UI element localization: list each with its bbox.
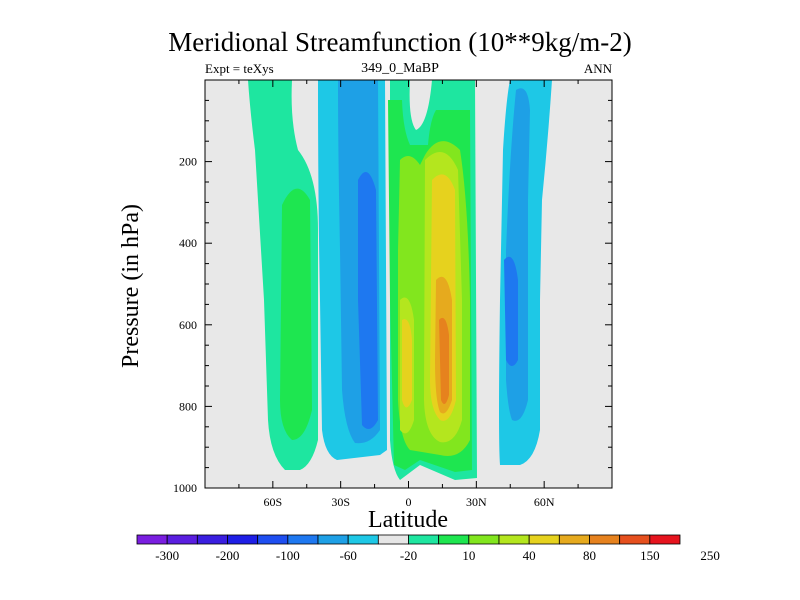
- colorbar-swatch: [468, 534, 500, 545]
- axes-group: 60S 30S 0 30N 60N 200 400 600 800 1000: [173, 79, 613, 509]
- colorbar-swatch: [317, 534, 349, 545]
- contour-shading: [504, 256, 518, 366]
- x-tick-label: 30N: [466, 495, 487, 509]
- y-tick-label: 1000: [173, 481, 197, 495]
- contour-shading: [439, 317, 449, 404]
- colorbar-label: -20: [400, 548, 417, 563]
- colorbar-swatch: [438, 534, 470, 545]
- contour-shading: [358, 172, 378, 429]
- colorbar-swatch: [347, 534, 379, 545]
- y-tick-label: 400: [179, 236, 197, 250]
- colorbar-swatch: [257, 534, 289, 545]
- colorbar-swatch: [196, 534, 228, 545]
- colorbar-label: 250: [700, 548, 720, 563]
- x-tick-label: 60S: [263, 495, 282, 509]
- contour-shading: [280, 188, 312, 440]
- colorbar-label: 10: [462, 548, 475, 563]
- colorbar-swatch: [136, 534, 168, 545]
- colorbar-label: 150: [640, 548, 660, 563]
- colorbar-label: -200: [216, 548, 240, 563]
- colorbar-label: 80: [583, 548, 596, 563]
- colorbar-swatch: [528, 534, 560, 545]
- contour-layer: [248, 80, 552, 480]
- experiment-label: Expt = teXys: [205, 61, 274, 76]
- season-label: ANN: [583, 61, 612, 76]
- colorbar: -300 -200 -100 -60 -20 10 40 80 150 250: [136, 534, 720, 563]
- x-tick-label: 30S: [331, 495, 350, 509]
- colorbar-swatch: [498, 534, 530, 545]
- colorbar-swatch: [287, 534, 319, 545]
- x-tick-label: 0: [406, 495, 412, 509]
- y-tick-label: 800: [179, 399, 197, 413]
- colorbar-swatch: [227, 534, 259, 545]
- colorbar-label: -60: [339, 548, 356, 563]
- x-tick-label: 60N: [534, 495, 555, 509]
- colorbar-swatch: [377, 534, 409, 545]
- colorbar-swatch: [649, 534, 681, 545]
- period-label: 349_0_MaBP: [361, 61, 439, 76]
- colorbar-label: -300: [155, 548, 179, 563]
- colorbar-label: 40: [523, 548, 536, 563]
- y-tick-label: 600: [179, 318, 197, 332]
- x-axis-title: Latitude: [368, 507, 448, 533]
- chart-title: Meridional Streamfunction (10**9kg/m-2): [168, 27, 632, 57]
- colorbar-swatch: [408, 534, 440, 545]
- colorbar-label: -100: [276, 548, 300, 563]
- colorbar-swatch: [166, 534, 198, 545]
- y-axis-title: Pressure (in hPa): [118, 204, 144, 368]
- colorbar-swatch: [619, 534, 651, 545]
- colorbar-swatch: [558, 534, 590, 545]
- colorbar-swatch: [589, 534, 621, 545]
- y-tick-label: 200: [179, 155, 197, 169]
